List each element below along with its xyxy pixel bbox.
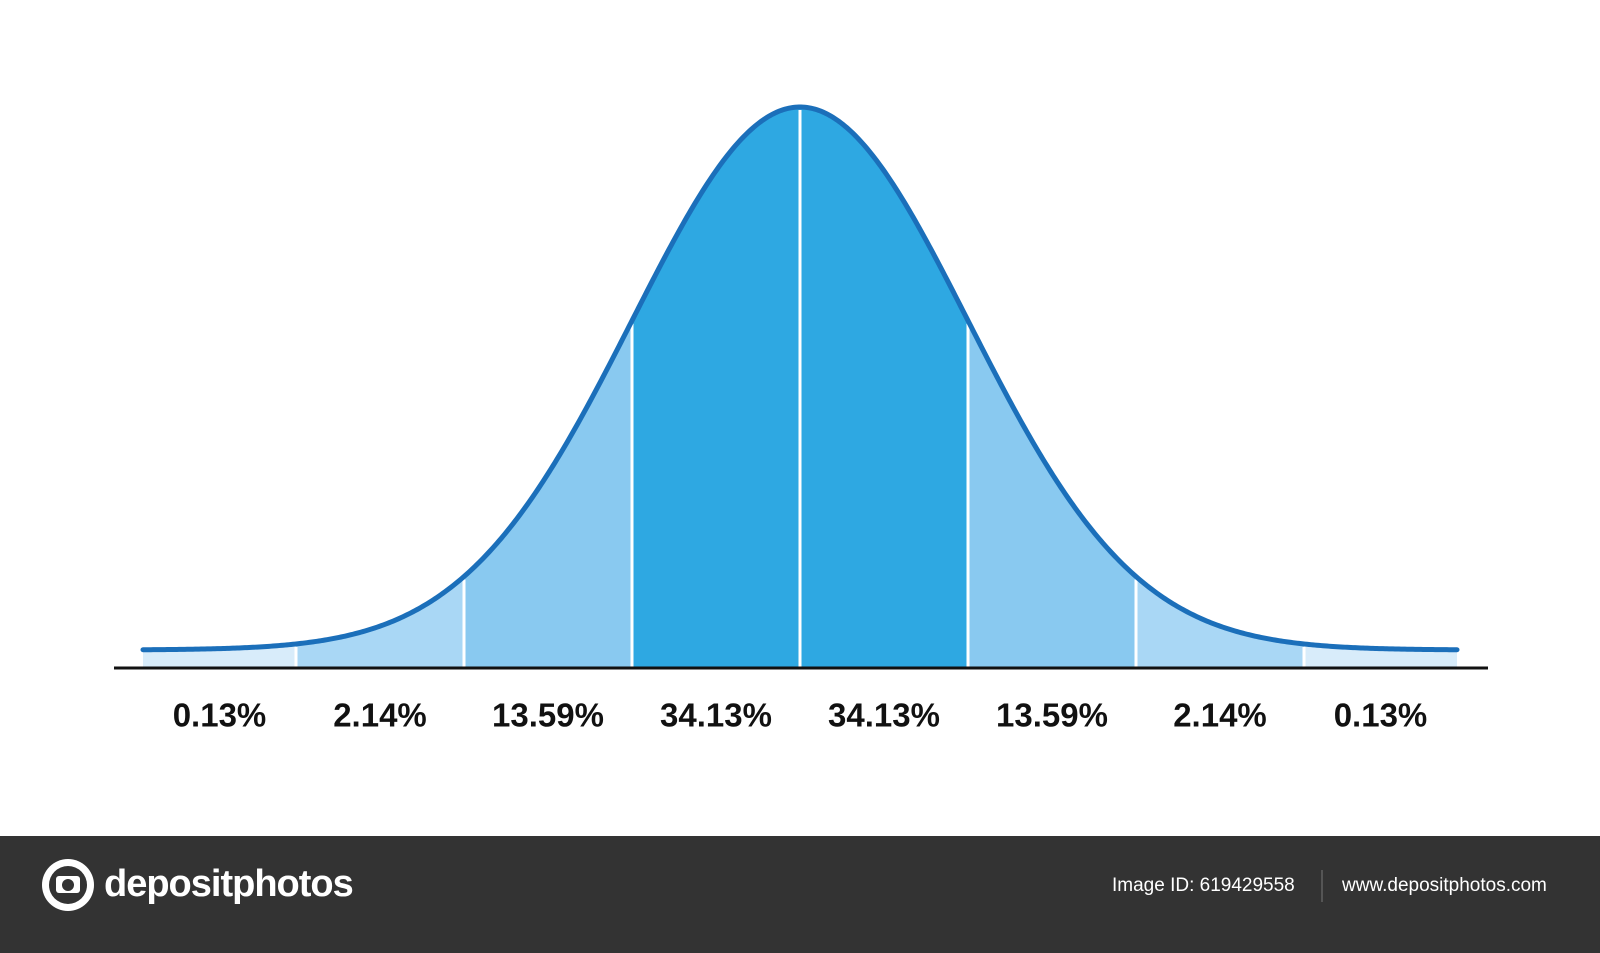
segment-label: 34.13%	[828, 697, 940, 734]
segment	[464, 320, 632, 668]
segment	[1136, 576, 1304, 668]
segment-label: 0.13%	[1334, 697, 1428, 734]
brand: depositphotos	[104, 863, 353, 905]
logo-icon	[42, 859, 94, 911]
curve	[140, 104, 1460, 653]
footer-bar	[0, 836, 1600, 953]
segment	[632, 107, 800, 668]
segment	[968, 320, 1136, 668]
segment	[296, 576, 464, 668]
segment-label: 13.59%	[996, 697, 1108, 734]
segment-label: 2.14%	[333, 697, 427, 734]
segment-label: 13.59%	[492, 697, 604, 734]
segment-label: 0.13%	[173, 697, 267, 734]
segment	[800, 107, 968, 668]
site-url: www.depositphotos.com	[1341, 875, 1547, 896]
segment-label: 2.14%	[1173, 697, 1267, 734]
chart: 0.13% 2.14% 13.59% 34.13% 34.13% 13.59% 2.14% 0…	[114, 104, 1488, 734]
segment-label: 34.13%	[660, 697, 772, 734]
image-id: Image ID: 619429558	[1112, 875, 1295, 896]
